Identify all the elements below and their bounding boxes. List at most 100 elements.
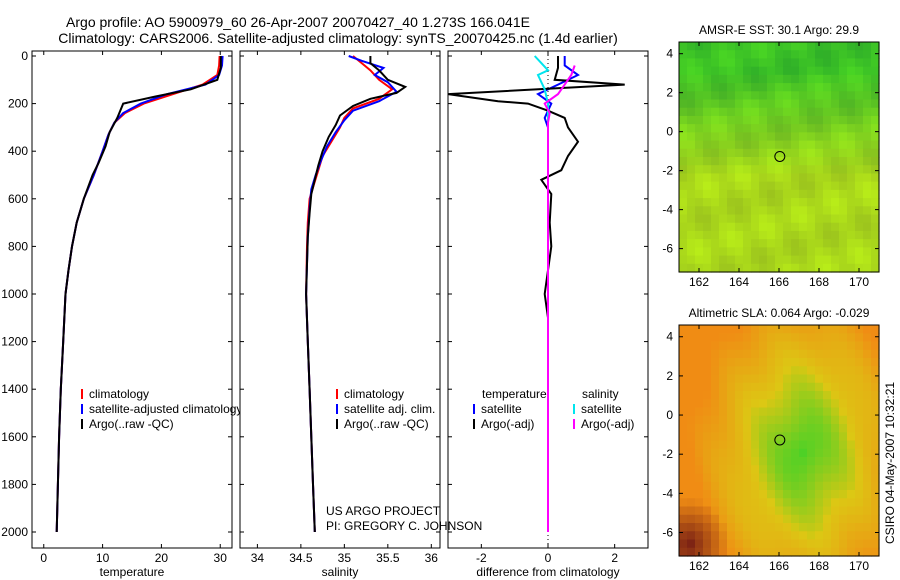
- map-cell: [847, 66, 856, 76]
- map-cell: [679, 333, 688, 343]
- map-cell: [679, 107, 688, 117]
- map-cell: [871, 531, 880, 541]
- map-cell: [711, 140, 720, 150]
- map-cell: [823, 440, 832, 450]
- map-cell: [719, 99, 728, 109]
- map-cell: [775, 465, 784, 475]
- map-cell: [855, 181, 864, 191]
- map-cell: [871, 358, 880, 367]
- credit-line2: PI: GREGORY C. JOHNSON: [326, 519, 482, 533]
- map-cell: [791, 230, 800, 240]
- map-cell: [823, 547, 832, 557]
- map-cell: [791, 74, 800, 84]
- map-cell: [839, 74, 848, 84]
- map-cell: [703, 148, 712, 158]
- map-cell: [743, 415, 752, 425]
- map-cell: [735, 66, 744, 76]
- map-cell: [727, 214, 736, 224]
- map-cell: [711, 66, 720, 76]
- map-cell: [855, 523, 864, 532]
- map-cell: [759, 366, 768, 376]
- map-cell: [695, 440, 704, 450]
- map-cell: [807, 506, 816, 516]
- map-cell: [839, 391, 848, 400]
- map-cell: [791, 132, 800, 142]
- map-cell: [823, 165, 832, 175]
- map-cell: [799, 239, 808, 248]
- map-cell: [695, 50, 704, 60]
- map-cell: [767, 457, 776, 466]
- map-cell: [711, 214, 720, 224]
- map-cell: [743, 341, 752, 351]
- map-cell: [807, 222, 816, 232]
- map-cell: [799, 481, 808, 491]
- map-cell: [703, 165, 712, 175]
- map-cell: [735, 514, 744, 524]
- map-cell: [767, 239, 776, 248]
- map-cell: [831, 473, 840, 483]
- map-cell: [871, 440, 880, 450]
- map-cell: [823, 263, 832, 273]
- map-cell: [687, 514, 696, 524]
- map-cell: [759, 189, 768, 199]
- map-cell: [711, 547, 720, 557]
- x-tick-label: 34: [251, 551, 265, 565]
- map-cell: [815, 382, 824, 392]
- map-cell: [823, 325, 832, 334]
- map-cell: [775, 165, 784, 175]
- map-cell: [775, 490, 784, 499]
- map-cell: [679, 440, 688, 450]
- map-cell: [799, 206, 808, 216]
- map-cell: [823, 214, 832, 224]
- map-cell: [839, 99, 848, 109]
- map-cell: [847, 181, 856, 191]
- map-cell: [799, 531, 808, 541]
- map-cell: [823, 255, 832, 265]
- map-cell: [687, 539, 696, 549]
- map-cell: [863, 457, 872, 466]
- map-cell: [871, 247, 880, 257]
- map-cell: [863, 165, 872, 175]
- map-cell: [767, 173, 776, 183]
- map-cell: [727, 140, 736, 150]
- map-cell: [815, 239, 824, 248]
- y-tick-label: -4: [662, 486, 673, 500]
- map-cell: [743, 58, 752, 68]
- map-cell: [847, 50, 856, 60]
- map-cell: [807, 415, 816, 425]
- map-cell: [743, 189, 752, 199]
- map-cell: [775, 239, 784, 248]
- map-cell: [727, 523, 736, 532]
- map-cell: [871, 382, 880, 392]
- map-cell: [735, 407, 744, 417]
- map-cell: [863, 198, 872, 207]
- map-cell: [735, 181, 744, 191]
- map-cell: [783, 99, 792, 109]
- map-cell: [703, 481, 712, 491]
- map-cell: [775, 66, 784, 76]
- map-cell: [823, 66, 832, 76]
- map-cell: [839, 140, 848, 150]
- map-cell: [823, 247, 832, 257]
- map-cell: [719, 165, 728, 175]
- map-cell: [743, 165, 752, 175]
- map-cell: [839, 189, 848, 199]
- map-cell: [695, 181, 704, 191]
- map-cell: [727, 91, 736, 101]
- map-cell: [847, 42, 856, 51]
- y-tick-label: 2: [666, 369, 673, 383]
- profile-location-marker: [774, 434, 786, 446]
- map-cell: [791, 181, 800, 191]
- map-cell: [679, 341, 688, 351]
- map-cell: [807, 255, 816, 265]
- map-cell: [799, 547, 808, 557]
- map-cell: [847, 465, 856, 475]
- map-cell: [871, 432, 880, 442]
- map-cell: [863, 498, 872, 508]
- map-cell: [839, 181, 848, 191]
- map-cell: [695, 391, 704, 400]
- map-cell: [799, 415, 808, 425]
- map-cell: [871, 115, 880, 125]
- map-cell: [847, 140, 856, 150]
- map-cell: [775, 391, 784, 400]
